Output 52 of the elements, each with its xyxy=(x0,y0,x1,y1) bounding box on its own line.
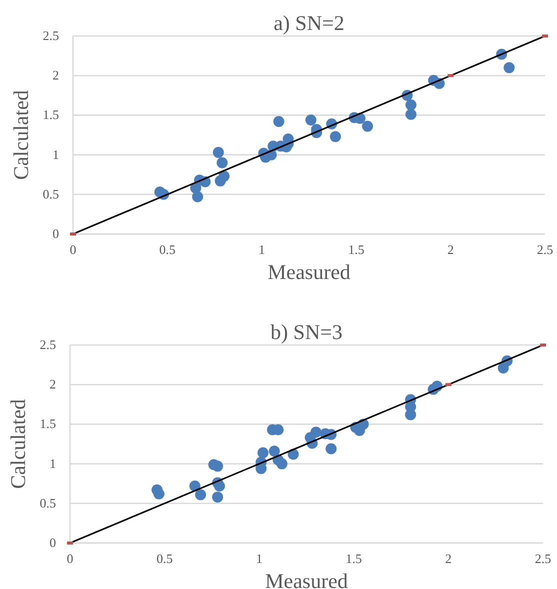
point xyxy=(216,157,228,168)
point xyxy=(504,62,515,74)
y-tick-label: 0 xyxy=(52,226,59,241)
x-tick-label: 2 xyxy=(447,242,454,257)
x-tick-label: 1 xyxy=(256,551,262,566)
y-axis-title: Calculated xyxy=(6,398,30,489)
point xyxy=(362,120,374,132)
x-tick-label: 0 xyxy=(70,242,76,257)
point xyxy=(212,460,224,472)
point xyxy=(257,447,268,458)
y-tick-label: 1 xyxy=(52,146,59,162)
x-tick-label: 0.5 xyxy=(159,242,176,257)
x-tick-label: 2.5 xyxy=(534,551,552,566)
point xyxy=(405,99,416,110)
point xyxy=(405,409,416,420)
point xyxy=(214,480,225,492)
point xyxy=(330,131,341,142)
chart-title: b) SN=3 xyxy=(270,320,342,344)
y-tick-label: 2.5 xyxy=(42,28,59,43)
y-tick-label: 2 xyxy=(50,376,56,392)
x-tick-label: 1.5 xyxy=(348,242,364,257)
y-tick-label: 0.5 xyxy=(40,495,56,510)
y-tick-label: 0.5 xyxy=(42,186,59,202)
y-tick-label: 1.5 xyxy=(42,107,59,122)
point xyxy=(405,108,416,120)
y-tick-label: 2 xyxy=(52,68,59,83)
y-axis-title: Calculated xyxy=(9,90,33,180)
point xyxy=(276,458,288,470)
x-tick-label: 2 xyxy=(445,551,452,566)
x-tick-label: 0 xyxy=(66,551,74,566)
x-tick-label: 2.5 xyxy=(536,242,554,257)
point xyxy=(218,170,230,182)
y-tick-label: 2.5 xyxy=(40,337,56,352)
x-tick-label: 1 xyxy=(258,242,266,257)
chart-title: a) SN=2 xyxy=(274,11,344,35)
point xyxy=(310,426,322,438)
point xyxy=(192,191,204,202)
point xyxy=(326,443,337,454)
point xyxy=(195,489,206,500)
y-tick-label: 1.5 xyxy=(40,416,56,432)
x-tick-label: 0.5 xyxy=(156,551,173,566)
point xyxy=(273,116,284,128)
y-tick-label: 1 xyxy=(50,456,56,471)
point xyxy=(212,146,224,158)
x-tick-label: 1.5 xyxy=(346,551,362,566)
point xyxy=(212,492,224,503)
x-axis-title: Measured xyxy=(268,260,351,284)
x-axis-title: Measured xyxy=(265,569,348,589)
point xyxy=(305,114,316,126)
point xyxy=(153,488,164,500)
y-tick-label: 0 xyxy=(50,535,56,550)
point xyxy=(268,446,280,457)
